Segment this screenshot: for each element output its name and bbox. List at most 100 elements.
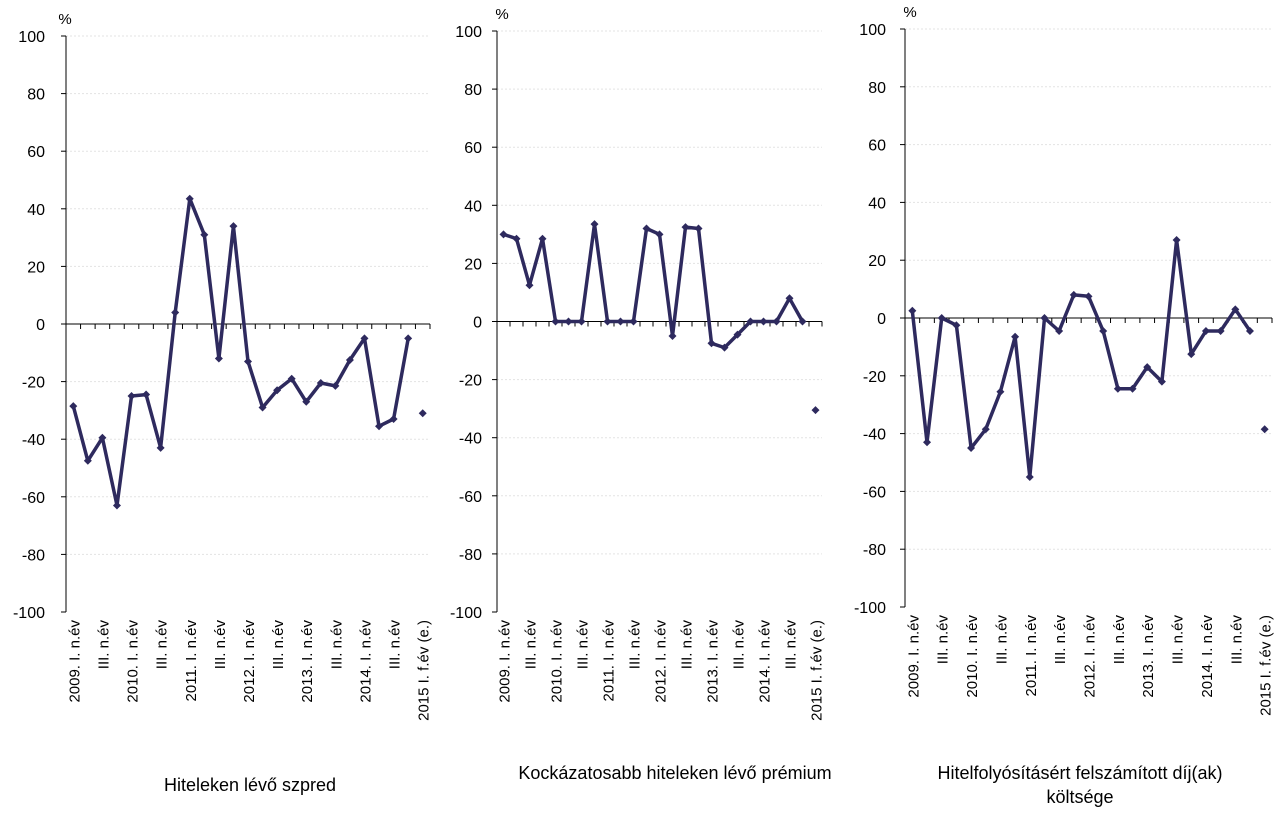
y-tick-label: 0 [36,317,45,334]
y-unit-label: % [495,6,508,23]
y-tick-label: -80 [459,547,482,564]
y-tick-label: 80 [27,87,45,104]
chart-panel-3: 100 80 60 40 20 0 -20 -40 -60 -80 -100% 2009. I. n.… [854,4,1275,716]
data-point [316,379,325,388]
data-point [1113,384,1122,393]
data-point [798,317,807,326]
x-tick-label: III. n.év [1111,615,1128,665]
x-tick-label: 2013. I. n.év [299,620,316,703]
x-tick-label: 2009. I. n.év [497,620,514,703]
y-tick-label: -20 [863,369,886,386]
data-point [1128,384,1137,393]
data-point [273,386,282,395]
y-tick-label: 100 [859,22,886,39]
data-point [1245,327,1254,336]
data-point [551,317,560,326]
y-tick-label: 20 [464,256,482,273]
x-tick-label: III. n.év [523,620,540,670]
data-point [156,443,165,452]
x-tick-label: 2012. I. n.év [1082,615,1099,698]
data-point [214,354,223,363]
data-point [1143,363,1152,372]
data-point [937,314,946,322]
y-tick-label: -100 [854,600,886,617]
data-point [733,330,742,339]
y-tick-label: 40 [868,195,886,212]
data-point [345,356,354,364]
data-point [681,223,690,232]
y-tick-label: -60 [22,490,45,507]
y-unit-label: % [58,11,71,28]
x-tick-label: 2014. I. n.év [357,620,374,703]
y-tick-label: -40 [22,432,45,449]
data-point [1025,472,1034,481]
x-tick-label: III. n.év [679,620,696,670]
y-tick-label: 60 [27,144,45,161]
data-point [287,374,296,383]
data-point [746,317,755,326]
data-point [1055,327,1064,336]
data-point [577,317,586,326]
y-tick-label: -100 [450,605,482,622]
data-point [83,456,92,465]
x-tick-label: 2014. I. n.év [1199,615,1216,698]
data-point [229,222,238,231]
x-tick-label: 2010. I. n.év [964,615,981,698]
data-point [1260,425,1269,434]
x-tick-label: III. n.év [1170,615,1187,665]
data-point [525,281,534,290]
x-tick-label: III. n.év [1228,615,1245,665]
x-tick-label: III. n.év [935,615,952,665]
data-point [668,332,677,341]
data-point [811,406,820,415]
y-tick-label: 80 [464,82,482,99]
y-tick-label: 60 [464,140,482,157]
data-point [171,308,180,317]
chart-title-1: Hiteleken lévő szpred [163,775,337,795]
data-point [512,234,521,243]
data-point [707,339,716,348]
x-tick-label: 2010. I. n.év [125,620,142,703]
data-point [1187,350,1196,359]
y-tick-label: -20 [22,375,45,392]
y-tick-label: 80 [868,80,886,97]
data-point [302,397,311,406]
data-point [564,317,573,326]
data-point [404,334,413,343]
data-point [331,381,340,390]
data-point [499,230,508,239]
data-point [244,357,252,366]
y-tick-label: 60 [868,138,886,155]
y-tick-label: 100 [455,24,482,41]
data-point [69,402,78,411]
data-point [642,224,651,233]
data-point [772,317,781,326]
data-point [655,230,664,239]
x-tick-label: III. n.év [95,620,112,670]
y-tick-label: -40 [459,431,482,448]
data-point [785,294,794,303]
data-point [258,403,267,412]
series-line [910,238,1252,479]
data-point [1099,327,1108,336]
data-point [538,234,547,243]
y-tick-label: 0 [473,315,482,332]
data-point [200,230,209,239]
data-point [142,390,151,399]
x-tick-label: III. n.év [1052,615,1069,665]
data-point [418,409,427,418]
y-tick-label: -100 [13,605,45,622]
data-point [967,444,976,453]
data-point [360,334,369,343]
x-tick-label: III. n.év [270,620,287,670]
x-tick-label: 2009. I. n.év [905,615,922,698]
data-point [112,501,121,510]
x-tick-label: III. n.év [154,620,171,670]
y-tick-label: -60 [863,484,886,501]
data-point [1231,305,1240,314]
data-point [981,425,990,434]
x-tick-label: 2011. I. n.év [183,620,200,702]
chart-panel-1: 100 80 60 40 20 0 -20 -40 -60 -80 -100% 2009. I. n.… [13,11,433,721]
